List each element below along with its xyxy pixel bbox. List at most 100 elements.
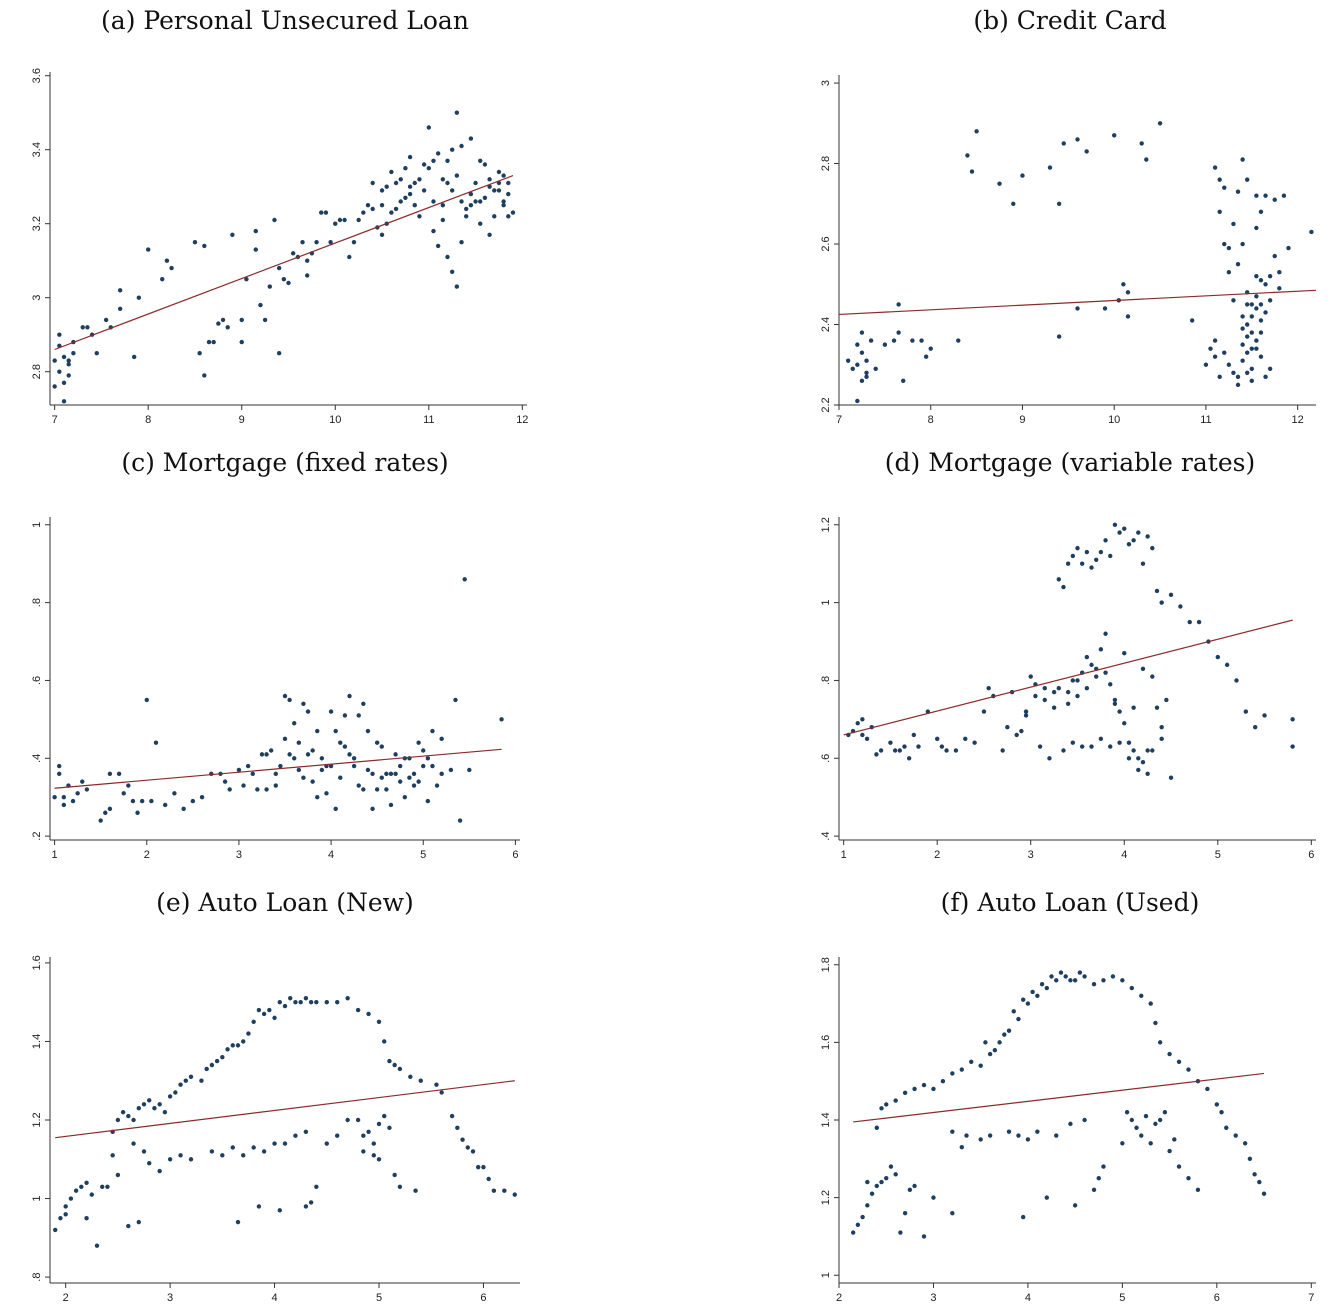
data-point <box>902 744 907 749</box>
data-point <box>115 1117 121 1123</box>
data-point <box>211 339 216 345</box>
data-point <box>1014 732 1019 738</box>
data-point <box>901 378 906 384</box>
panel-e: 2 3 4 5 6 .8 1 1.2 1.4 1.6 <box>31 955 520 1304</box>
data-point <box>314 1184 319 1189</box>
data-point <box>407 775 412 780</box>
data-point <box>884 1102 889 1107</box>
data-point <box>1159 724 1164 730</box>
panel-b-title: (b) Credit Card <box>973 6 1167 35</box>
data-point <box>912 1086 917 1092</box>
data-point <box>487 184 492 189</box>
data-point <box>315 794 320 800</box>
fitted-line <box>54 748 502 789</box>
data-point <box>1091 981 1097 987</box>
data-point <box>1186 1176 1191 1181</box>
data-point <box>1243 709 1249 714</box>
x-tick-label: 6 <box>512 849 518 861</box>
data-point <box>1136 756 1141 761</box>
data-point <box>919 338 924 343</box>
data-point <box>347 693 352 699</box>
data-point <box>181 806 186 812</box>
panel-d: 1 2 3 4 5 6 .4 .6 .8 1 1.2 <box>820 517 1316 861</box>
data-point <box>255 787 260 792</box>
data-point <box>277 1208 282 1213</box>
data-point <box>1281 193 1287 198</box>
data-point <box>912 1183 917 1189</box>
data-point <box>1176 1059 1182 1064</box>
data-point <box>487 232 492 237</box>
data-point <box>120 1109 126 1115</box>
data-point <box>855 362 860 367</box>
data-point <box>1249 330 1254 335</box>
y-tick-label: .2 <box>31 832 43 841</box>
data-point <box>864 358 869 363</box>
data-point <box>1070 678 1076 683</box>
data-point <box>117 288 123 293</box>
data-point <box>301 775 306 780</box>
data-point <box>241 783 246 788</box>
data-point <box>1140 561 1146 566</box>
data-point <box>482 195 488 200</box>
x-tick-label: 3 <box>930 1292 936 1304</box>
data-point <box>1082 974 1087 979</box>
data-point <box>431 228 436 234</box>
data-point <box>421 188 427 193</box>
data-point <box>496 169 502 175</box>
data-point <box>1072 978 1078 983</box>
data-point <box>1145 771 1150 777</box>
data-point <box>864 736 870 742</box>
y-tick-label: 2.6 <box>820 236 832 251</box>
data-point <box>1044 1195 1050 1200</box>
data-point <box>149 798 154 804</box>
data-point <box>928 346 933 351</box>
data-point <box>1245 177 1250 182</box>
data-point <box>1044 985 1050 991</box>
data-point <box>440 203 446 208</box>
data-point <box>1143 1113 1149 1119</box>
data-point <box>983 1040 988 1045</box>
data-point <box>501 173 506 178</box>
data-point <box>1070 740 1076 745</box>
data-point <box>103 810 108 815</box>
y-tick-label: .8 <box>31 1273 43 1282</box>
data-point <box>84 1215 89 1221</box>
data-point <box>440 177 446 182</box>
data-point <box>259 752 265 757</box>
data-point <box>1077 970 1083 975</box>
data-point <box>235 1043 241 1048</box>
data-point <box>1094 674 1099 679</box>
data-point <box>916 744 921 749</box>
data-point <box>931 1195 936 1200</box>
data-point <box>75 791 80 796</box>
data-point <box>1226 362 1232 367</box>
data-point <box>987 1051 993 1057</box>
data-point <box>188 1157 194 1162</box>
data-point <box>361 210 366 215</box>
data-point <box>1277 286 1282 291</box>
data-point <box>972 740 977 745</box>
data-point <box>1131 748 1136 753</box>
data-point <box>1226 269 1232 275</box>
data-point <box>1020 173 1025 178</box>
data-point <box>1240 157 1245 162</box>
data-point <box>403 195 408 200</box>
data-point <box>1011 1009 1016 1014</box>
data-point <box>981 709 987 714</box>
data-point <box>345 996 350 1001</box>
data-point <box>296 740 302 745</box>
data-point <box>1249 346 1254 351</box>
data-point <box>351 240 357 245</box>
data-point <box>1096 1176 1101 1181</box>
data-point <box>264 787 269 792</box>
data-point <box>407 154 413 160</box>
data-point <box>220 317 226 323</box>
data-point <box>397 779 403 784</box>
data-point <box>478 199 483 204</box>
data-point <box>1258 302 1264 307</box>
data-point <box>276 265 282 271</box>
data-point <box>1157 1117 1163 1123</box>
data-point <box>417 177 422 182</box>
data-point <box>342 713 348 718</box>
data-point <box>1089 744 1094 749</box>
